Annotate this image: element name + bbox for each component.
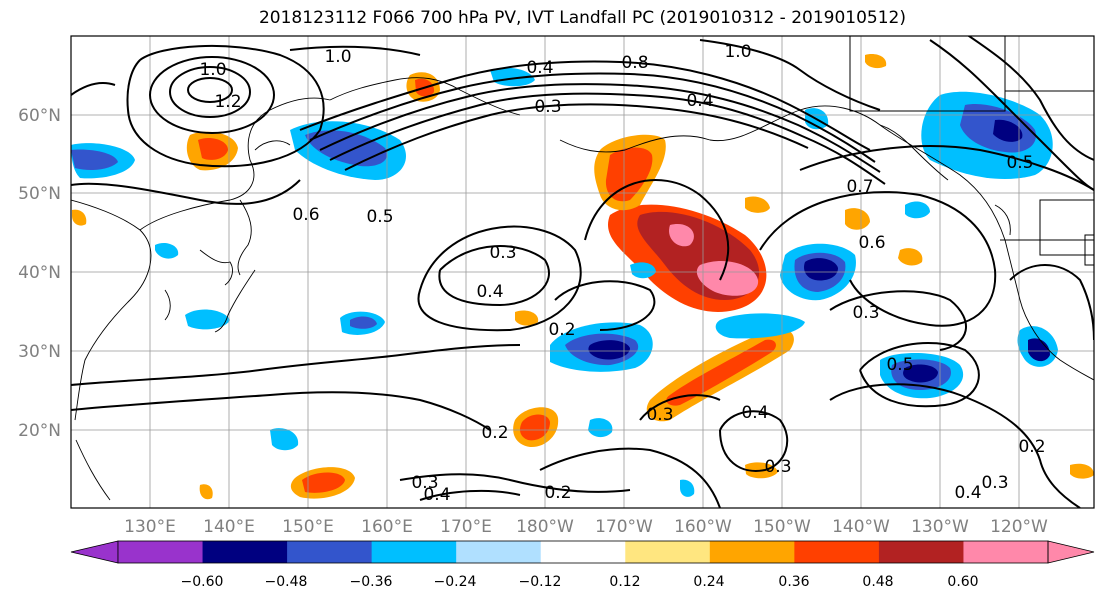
contour-labels: 1.0 1.0 1.0 1.2 0.8 0.4 0.3 0.6 0.5 0.3 …	[199, 42, 1045, 505]
contour-label: 0.3	[852, 303, 879, 323]
colorbar-segment	[878, 541, 964, 563]
contour-label: 0.3	[411, 473, 438, 493]
graticule	[71, 36, 1094, 508]
contour-label: 0.2	[544, 483, 571, 503]
contour-label: 0.5	[886, 355, 913, 375]
colorbar-tick: −0.36	[350, 574, 393, 590]
colorbar-extend-low	[70, 540, 119, 564]
lat-label: 30°N	[18, 342, 61, 362]
lat-label: 40°N	[18, 263, 61, 283]
contour-label: 0.2	[548, 320, 575, 340]
contour-label: 0.5	[1006, 153, 1033, 173]
contour-label: 0.3	[646, 405, 673, 425]
colorbar-tick: 0.24	[693, 574, 724, 590]
colorbar-segment	[202, 541, 288, 563]
colorbar	[70, 540, 1095, 564]
lat-label: 20°N	[18, 421, 61, 441]
colorbar-tick: −0.60	[181, 574, 224, 590]
colorbar-tick: 0.48	[862, 574, 893, 590]
colorbar-segment	[540, 541, 626, 563]
lon-label: 120°W	[990, 517, 1048, 537]
contour-label: 0.5	[366, 207, 393, 227]
colorbar-ticks: −0.60 −0.48 −0.36 −0.24 −0.12 0.12 0.24 …	[181, 574, 979, 590]
contour-label: 0.3	[534, 97, 561, 117]
contour-label: 1.0	[724, 42, 751, 62]
contour-label: 0.7	[846, 177, 873, 197]
lon-label: 140°E	[203, 517, 255, 537]
colorbar-tick: 0.12	[609, 574, 640, 590]
colorbar-segment	[371, 541, 457, 563]
contour-label: 0.8	[621, 53, 648, 73]
longitude-labels: 130°E 140°E 150°E 160°E 170°E 180°W 170°…	[124, 517, 1048, 537]
pv-anomaly-shading	[71, 54, 1094, 500]
region-boundaries	[849, 36, 1094, 266]
lon-label: 150°W	[753, 517, 811, 537]
lon-label: 180°W	[516, 517, 574, 537]
colorbar-tick: −0.48	[265, 574, 308, 590]
colorbar-tick: 0.36	[778, 574, 809, 590]
pv-contours	[71, 36, 1094, 508]
map-frame	[70, 35, 1095, 509]
contour-label: 0.6	[858, 233, 885, 253]
contour-label: 0.4	[686, 91, 713, 111]
lon-label: 170°E	[440, 517, 492, 537]
contour-label: 0.4	[741, 403, 768, 423]
contour-label: 0.6	[292, 205, 319, 225]
lon-label: 160°E	[361, 517, 413, 537]
colorbar-tick: −0.24	[434, 574, 477, 590]
contour-label: 1.0	[199, 60, 226, 80]
colorbar-segment	[794, 541, 880, 563]
contour-label: 1.0	[324, 47, 351, 67]
colorbar-tick: 0.60	[947, 574, 978, 590]
map-title: 2018123112 F066 700 hPa PV, IVT Landfall…	[258, 8, 906, 28]
colorbar-segment	[118, 541, 204, 563]
lon-label: 140°W	[832, 517, 890, 537]
contour-label: 1.2	[214, 92, 241, 112]
colorbar-segment	[625, 541, 711, 563]
colorbar-extend-high	[1047, 540, 1095, 564]
contour-label: 0.2	[481, 423, 508, 443]
contour-label: 0.4	[526, 58, 553, 78]
colorbar-segment	[709, 541, 795, 563]
lon-label: 130°W	[911, 517, 969, 537]
lon-label: 160°W	[674, 517, 732, 537]
colorbar-frame	[117, 540, 1049, 564]
contour-label: 0.4	[423, 485, 450, 505]
colorbar-tick: −0.12	[519, 574, 562, 590]
colorbar-segment	[963, 541, 1049, 563]
contour-label: 0.3	[489, 243, 516, 263]
lon-label: 150°E	[282, 517, 334, 537]
contour-label: 0.4	[476, 282, 503, 302]
lon-label: 130°E	[124, 517, 176, 537]
contour-label: 0.3	[764, 457, 791, 477]
colorbar-segment	[456, 541, 542, 563]
contour-label: 0.3	[981, 473, 1008, 493]
colorbar-segment	[287, 541, 373, 563]
lon-label: 170°W	[595, 517, 653, 537]
lat-label: 50°N	[18, 184, 61, 204]
contour-label: 0.2	[1018, 437, 1045, 457]
latitude-labels: 60°N 50°N 40°N 30°N 20°N	[18, 106, 61, 441]
contour-label: 0.4	[954, 483, 981, 503]
lat-label: 60°N	[18, 106, 61, 126]
